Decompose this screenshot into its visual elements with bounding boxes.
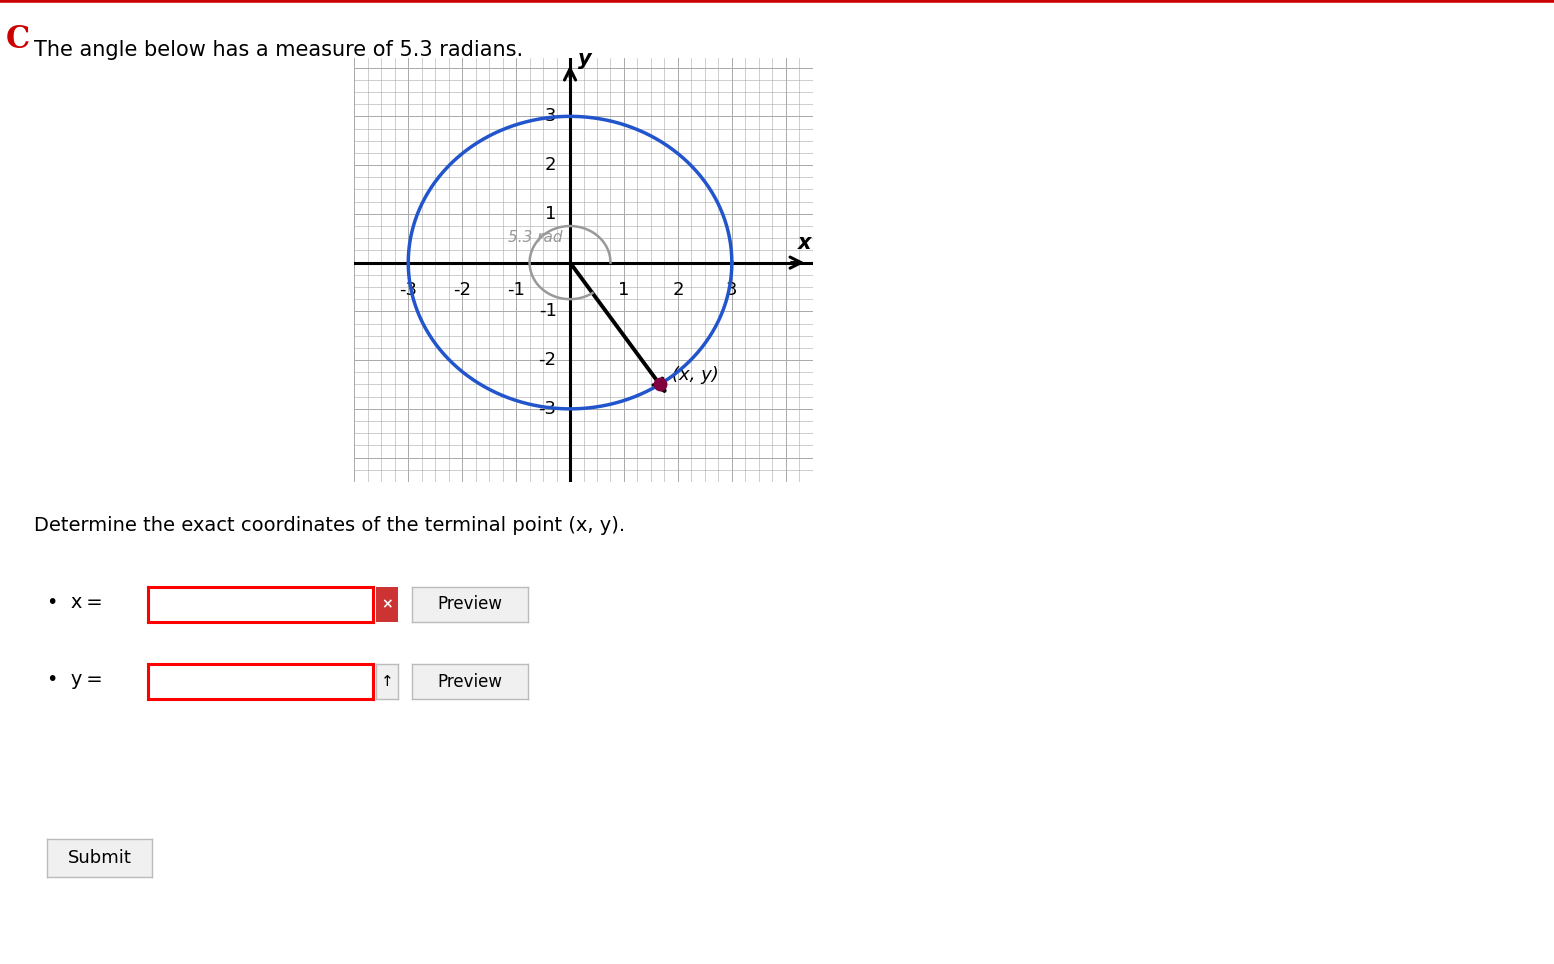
- Text: 1: 1: [618, 281, 629, 299]
- Text: -3: -3: [539, 400, 556, 417]
- Text: Determine the exact coordinates of the terminal point (x, y).: Determine the exact coordinates of the t…: [34, 516, 625, 535]
- Text: -1: -1: [507, 281, 525, 299]
- Text: ↑: ↑: [381, 674, 393, 689]
- Text: -1: -1: [539, 303, 556, 320]
- Text: 2: 2: [673, 281, 684, 299]
- Text: 3: 3: [545, 107, 556, 125]
- Text: x: x: [797, 233, 811, 253]
- Text: 5.3 rad: 5.3 rad: [508, 229, 563, 245]
- Text: ×: ×: [381, 598, 393, 611]
- Text: C: C: [6, 24, 31, 55]
- Text: •  y =: • y =: [47, 670, 103, 689]
- Text: y: y: [578, 49, 592, 69]
- Text: Preview: Preview: [438, 673, 502, 690]
- Text: •  x =: • x =: [47, 593, 103, 612]
- Text: -2: -2: [539, 351, 556, 369]
- Text: 3: 3: [726, 281, 738, 299]
- Text: (x, y): (x, y): [671, 365, 718, 384]
- Text: -2: -2: [454, 281, 471, 299]
- Text: 2: 2: [545, 156, 556, 174]
- Text: -3: -3: [399, 281, 416, 299]
- Text: Submit: Submit: [67, 849, 132, 867]
- Text: Preview: Preview: [438, 596, 502, 613]
- Text: 1: 1: [545, 205, 556, 223]
- Text: The angle below has a measure of 5.3 radians.: The angle below has a measure of 5.3 rad…: [34, 40, 524, 61]
